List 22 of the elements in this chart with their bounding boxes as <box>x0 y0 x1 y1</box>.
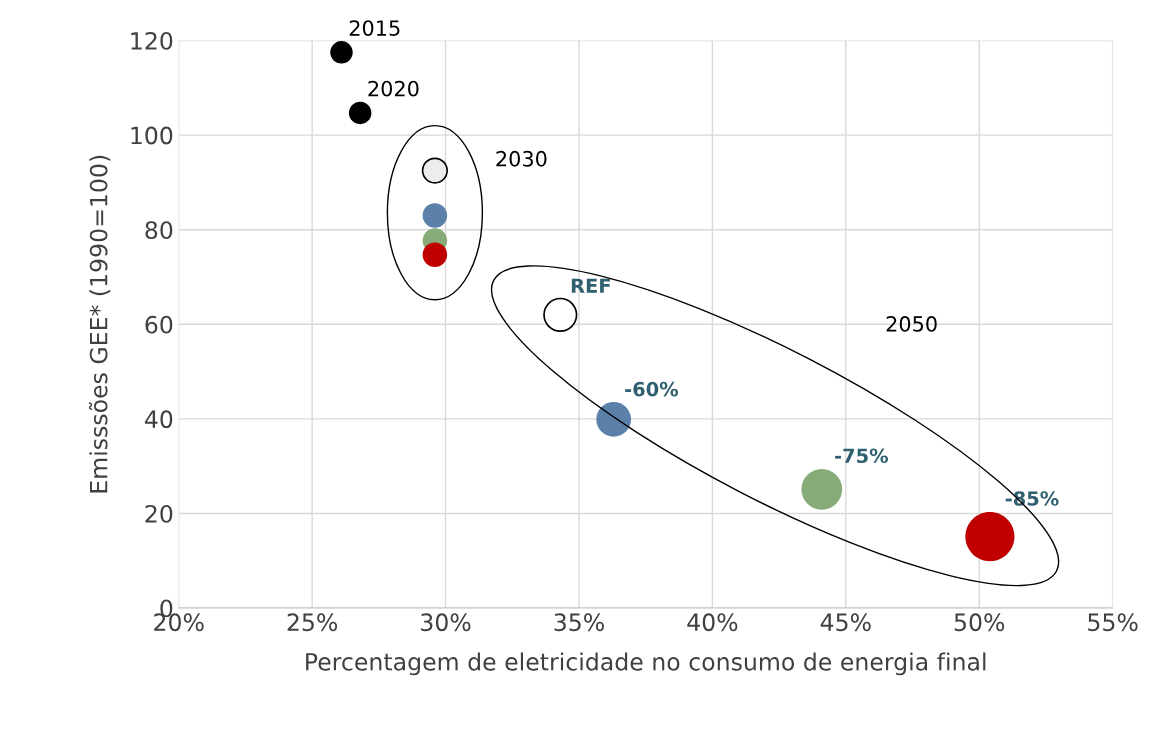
x-tick-label: 35% <box>554 613 604 632</box>
x-tick-label: 55% <box>1088 613 1138 632</box>
x-tick-label: 40% <box>687 613 738 632</box>
x-tick-label: 50% <box>954 613 1005 632</box>
y-tick-label: 100 <box>131 126 173 145</box>
annotation: 2020 <box>368 80 419 97</box>
y-tick-label: 20 <box>145 504 173 523</box>
y-tick-label: 40 <box>144 410 173 429</box>
annotation: 2015 <box>349 20 400 36</box>
x-tick-label: 25% <box>287 613 338 632</box>
annotation: 2050 <box>886 316 937 332</box>
x-axis-title: Percentagem de eletricidade no consumo de energia final <box>306 652 986 676</box>
annotation: 2030 <box>496 150 547 167</box>
annotation: REF <box>571 278 610 293</box>
y-tick-label: 60 <box>145 315 173 334</box>
y-tick-label: 80 <box>145 221 173 239</box>
y-tick-label: 120 <box>131 31 173 50</box>
annotation: -75% <box>835 448 889 464</box>
annotation: -60% <box>625 381 679 397</box>
y-axis-title: Emisssões GEE* (1990=100) <box>88 155 111 493</box>
x-tick-label: 30% <box>421 613 471 632</box>
x-tick-label: 45% <box>820 613 871 632</box>
